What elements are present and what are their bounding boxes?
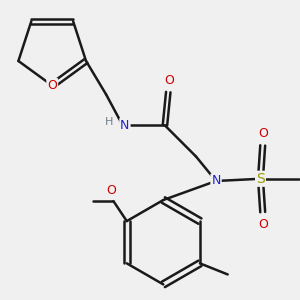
Text: N: N <box>120 119 130 132</box>
Text: O: O <box>164 74 174 88</box>
Text: H: H <box>105 117 114 127</box>
Text: O: O <box>258 127 268 140</box>
Text: S: S <box>256 172 265 186</box>
Text: N: N <box>212 175 221 188</box>
Text: O: O <box>258 218 268 231</box>
Text: O: O <box>106 184 116 196</box>
Text: O: O <box>47 79 57 92</box>
